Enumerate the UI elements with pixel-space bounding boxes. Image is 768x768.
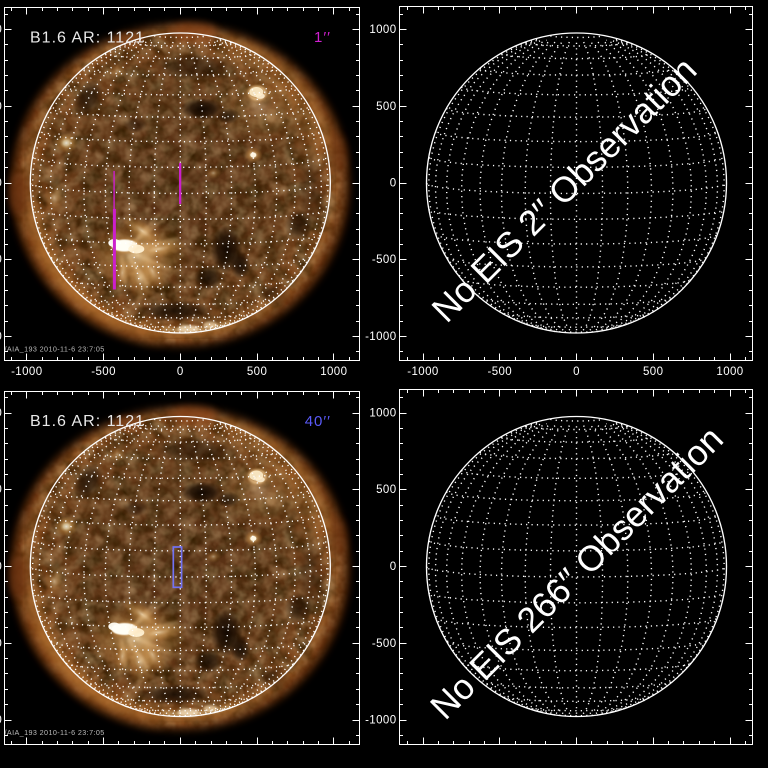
svg-text:500: 500 — [0, 101, 2, 113]
svg-text:0: 0 — [573, 366, 580, 378]
svg-text:0: 0 — [0, 178, 2, 190]
svg-text:-500: -500 — [0, 254, 2, 266]
svg-text:-1000: -1000 — [365, 331, 396, 343]
svg-text:O/AIA_193 2010-11-6 23:7:05: O/AIA_193 2010-11-6 23:7:05 — [0, 345, 105, 354]
svg-text:-500: -500 — [91, 366, 116, 378]
svg-text:1000: 1000 — [369, 24, 396, 36]
svg-text:1000: 1000 — [716, 366, 743, 378]
svg-text:500: 500 — [0, 484, 2, 496]
svg-text:-500: -500 — [0, 638, 2, 650]
svg-text:0: 0 — [390, 178, 397, 190]
svg-text:0: 0 — [390, 561, 397, 573]
svg-text:-1000: -1000 — [365, 715, 396, 727]
svg-text:-1000: -1000 — [0, 331, 2, 343]
svg-text:40′′: 40′′ — [305, 413, 331, 430]
svg-text:1000: 1000 — [320, 366, 347, 378]
svg-text:-500: -500 — [372, 638, 397, 650]
svg-text:1′′: 1′′ — [314, 29, 331, 46]
svg-text:O/AIA_193 2010-11-6 23:7:05: O/AIA_193 2010-11-6 23:7:05 — [0, 728, 105, 737]
svg-text:0: 0 — [0, 561, 2, 573]
svg-text:500: 500 — [643, 366, 663, 378]
svg-text:-500: -500 — [372, 254, 397, 266]
svg-text:0: 0 — [177, 366, 184, 378]
svg-text:1000: 1000 — [369, 408, 396, 420]
svg-text:1000: 1000 — [0, 408, 2, 420]
svg-text:B1.6 AR: 1121: B1.6 AR: 1121 — [30, 413, 145, 430]
svg-text:B1.6 AR: 1121: B1.6 AR: 1121 — [30, 30, 145, 47]
svg-text:-1000: -1000 — [0, 715, 2, 727]
svg-text:-1000: -1000 — [407, 366, 438, 378]
svg-text:-500: -500 — [487, 366, 512, 378]
svg-text:1000: 1000 — [0, 24, 2, 36]
svg-text:-1000: -1000 — [11, 366, 42, 378]
svg-text:500: 500 — [247, 366, 267, 378]
svg-text:500: 500 — [376, 101, 396, 113]
svg-text:500: 500 — [376, 484, 396, 496]
